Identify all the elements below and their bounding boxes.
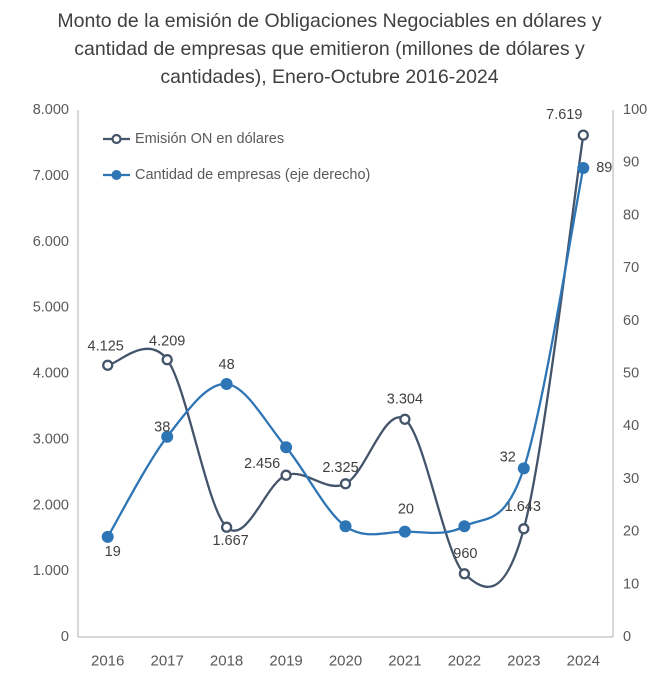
y-axis-right-tick-label: 50 [623,366,639,382]
legend-item-cantidad-empresas [103,170,130,180]
legend-filled-circle-icon [111,170,122,180]
cantidad-empresas-data-label: 20 [398,502,414,518]
emision-on-point-2017 [161,354,173,366]
chart-title: Monto de la emisión de Obligaciones Nego… [57,10,602,88]
cantidad-empresas-data-label: 32 [500,449,516,465]
x-axis-tick-label: 2021 [388,653,421,670]
x-axis-tick-label: 2020 [329,653,362,670]
cantidad-empresas-point-2017 [161,430,174,443]
y-axis-right-tick-label: 10 [623,576,639,592]
x-axis-tick-label: 2023 [507,653,540,670]
y-axis-right-tick-label: 70 [623,260,639,276]
cantidad-empresas-data-label: 48 [219,357,235,373]
legend-item-emision-on [103,133,130,145]
cantidad-empresas-data-label: 89 [596,160,612,176]
cantidad-empresas-data-label: 19 [105,544,121,560]
cantidad-empresas-point-2024 [577,162,590,174]
y-axis-left-tick-label: 6.000 [33,234,69,250]
x-axis-tick-label: 2022 [448,653,481,670]
legend-label: Emisión ON en dólares [135,131,284,147]
x-axis-tick-label: 2016 [91,653,124,670]
y-axis-right-tick-label: 20 [623,524,639,540]
emision-on-data-label: 4.209 [149,334,185,350]
y-axis-right-tick-label: 80 [623,207,639,223]
y-axis-left-tick-label: 2.000 [33,497,69,513]
emision-on-data-label: 1.643 [505,499,541,515]
x-axis-tick-label: 2024 [567,653,600,670]
emision-on-point-2020 [339,478,352,490]
cantidad-empresas-point-2022 [458,520,471,533]
emision-on-point-2016 [102,359,114,371]
y-axis-left-tick-label: 8.000 [33,102,69,118]
emision-on-data-label: 960 [453,546,477,562]
emision-on-point-2022 [458,568,471,580]
y-axis-right-tick-label: 100 [623,102,647,118]
cantidad-empresas-line [106,166,585,539]
y-axis-left-tick-label: 0 [61,629,69,645]
emision-on-point-2018 [220,521,233,533]
cantidad-empresas-point-2016 [101,530,114,543]
emision-on-data-label: 3.304 [387,391,423,407]
cantidad-empresas-point-2018 [220,378,233,390]
emision-on-data-label: 1.667 [212,533,248,549]
y-axis-right-tick-label: 60 [623,313,639,329]
cantidad-empresas-data-label: 38 [154,420,170,436]
y-axis-left-tick-label: 7.000 [33,168,69,184]
y-axis-left-tick-label: 4.000 [33,366,69,382]
cantidad-empresas-point-2019 [280,441,293,454]
cantidad-empresas-point-2021 [398,525,411,538]
x-axis-tick-label: 2019 [269,653,302,670]
cantidad-empresas-point-2023 [517,462,530,475]
y-axis-right-tick-label: 0 [623,629,631,645]
emision-on-line [106,133,585,588]
x-axis-tick-label: 2018 [210,653,243,670]
emision-on-point-2021 [399,413,411,425]
y-axis-right-tick-label: 40 [623,418,639,434]
y-axis-right-tick-label: 30 [623,471,639,487]
legend-open-circle-icon [111,133,122,145]
emision-on-data-label: 4.125 [88,338,124,354]
cantidad-empresas-point-2020 [339,520,352,533]
y-axis-left-tick-label: 1.000 [33,563,69,579]
y-axis-right-tick-label: 90 [623,155,639,171]
emision-on-data-label: 2.325 [322,460,358,476]
emision-on-data-label: 7.619 [546,107,582,123]
x-axis-tick-label: 2017 [151,653,184,670]
emision-on-point-2024 [577,129,589,141]
y-axis-left-tick-label: 5.000 [33,300,69,316]
y-axis-left-tick-label: 3.000 [33,431,69,447]
emision-on-point-2019 [280,469,292,481]
emision-on-data-label: 2.456 [244,456,280,472]
legend-label: Cantidad de empresas (eje derecho) [135,167,370,183]
emision-on-point-2023 [518,523,530,535]
